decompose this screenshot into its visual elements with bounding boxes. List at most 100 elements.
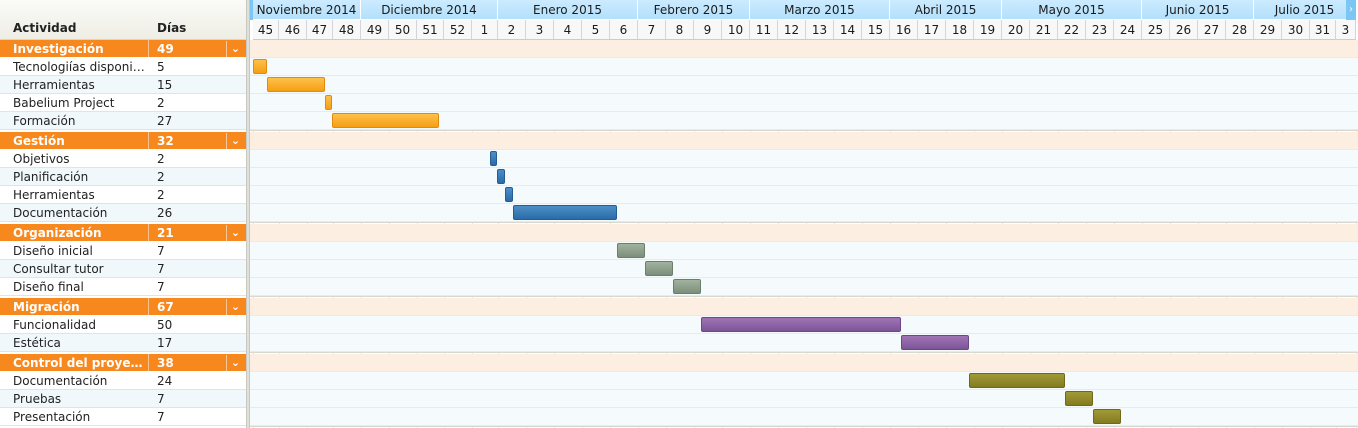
task-row[interactable]: Estética 17	[0, 334, 246, 352]
task-row[interactable]: Formación 27	[0, 112, 246, 130]
task-days: 7	[157, 410, 165, 424]
week-header-cell: 31	[1310, 20, 1336, 40]
task-name: Objetivos	[13, 152, 70, 166]
week-header-cell: 30	[1282, 20, 1310, 40]
task-row[interactable]: Objetivos 2	[0, 150, 246, 168]
gantt-bar[interactable]	[1093, 409, 1121, 424]
week-header-cell: 48	[333, 20, 361, 40]
task-row[interactable]: Documentación 26	[0, 204, 246, 222]
task-row[interactable]: Babelium Project 2	[0, 94, 246, 112]
gantt-bar[interactable]	[645, 261, 673, 276]
month-header-cell: Noviembre 2014	[253, 0, 361, 20]
week-header-cell: 7	[638, 20, 666, 40]
task-days: 17	[157, 336, 173, 350]
task-row[interactable]: Diseño inicial 7	[0, 242, 246, 260]
gantt-bar[interactable]	[505, 187, 514, 202]
task-timeline-row	[250, 242, 1358, 260]
panel-splitter[interactable]	[246, 0, 250, 428]
task-name: Diseño inicial	[13, 244, 93, 258]
task-name: Formación	[13, 114, 76, 128]
gantt-bar[interactable]	[496, 169, 505, 184]
group-name: Gestión	[13, 134, 65, 148]
chevron-down-icon[interactable]: ⌄	[226, 133, 244, 149]
task-name: Consultar tutor	[13, 262, 104, 276]
chevron-down-icon[interactable]: ⌄	[226, 41, 244, 57]
timeline-next-icon[interactable]: ›	[1346, 0, 1356, 20]
chevron-down-icon[interactable]: ⌄	[226, 355, 244, 371]
task-row[interactable]: Pruebas 7	[0, 390, 246, 408]
task-days: 27	[157, 114, 173, 128]
task-row[interactable]: Funcionalidad 50	[0, 316, 246, 334]
task-group-row[interactable]: Investigación 49 ⌄	[0, 40, 246, 58]
task-days: 2	[157, 188, 165, 202]
week-header-cell: 24	[1114, 20, 1142, 40]
task-list-panel: Actividad Días Investigación 49 ⌄ Tecnologi…	[0, 0, 246, 428]
group-separator	[250, 426, 1358, 427]
task-row[interactable]: Diseño final 7	[0, 278, 246, 296]
task-row[interactable]: Tecnologiías disponibles 5	[0, 58, 246, 76]
gantt-bar[interactable]	[701, 317, 901, 332]
week-header-cell: 13	[806, 20, 834, 40]
week-header-cell: 27	[1198, 20, 1226, 40]
task-timeline-row	[250, 390, 1358, 408]
chevron-down-icon[interactable]: ⌄	[226, 225, 244, 241]
column-divider	[148, 40, 149, 57]
week-header-cell: 26	[1170, 20, 1198, 40]
task-name: Herramientas	[13, 78, 95, 92]
task-timeline-row	[250, 94, 1358, 112]
group-timeline-row	[250, 132, 1358, 150]
gantt-bar[interactable]	[1065, 391, 1093, 406]
days-column-header[interactable]: Días	[157, 21, 187, 35]
task-row[interactable]: Herramientas 15	[0, 76, 246, 94]
group-timeline-row	[250, 354, 1358, 372]
task-group-row[interactable]: Control del proyecto 38 ⌄	[0, 354, 246, 372]
week-header-cell: 12	[778, 20, 806, 40]
task-row[interactable]: Consultar tutor 7	[0, 260, 246, 278]
task-group-row[interactable]: Gestión 32 ⌄	[0, 132, 246, 150]
gantt-bar[interactable]	[331, 113, 440, 128]
group-days: 38	[157, 356, 174, 370]
gantt-bar[interactable]	[900, 335, 969, 350]
week-header-cell: 8	[666, 20, 694, 40]
activity-column-header[interactable]: Actividad	[13, 21, 77, 35]
week-header-cell: 20	[1002, 20, 1030, 40]
month-header-cell: Diciembre 2014	[361, 0, 498, 20]
task-days: 2	[157, 170, 165, 184]
task-name: Documentación	[13, 374, 108, 388]
month-header-cell: Enero 2015	[498, 0, 638, 20]
gantt-bar[interactable]	[267, 77, 325, 92]
task-row[interactable]: Planificación 2	[0, 168, 246, 186]
week-header-cell: 16	[890, 20, 918, 40]
task-group-row[interactable]: Migración 67 ⌄	[0, 298, 246, 316]
task-days: 5	[157, 60, 165, 74]
task-row[interactable]: Presentación 7	[0, 408, 246, 426]
gantt-bar[interactable]	[673, 279, 701, 294]
task-name: Babelium Project	[13, 96, 115, 110]
task-row[interactable]: Documentación 24	[0, 372, 246, 390]
column-divider	[148, 132, 149, 149]
gantt-bar[interactable]	[324, 95, 332, 110]
month-header-cell: Mayo 2015	[1002, 0, 1142, 20]
gantt-bar[interactable]	[617, 243, 645, 258]
week-header-cell: 3	[526, 20, 554, 40]
task-name: Diseño final	[13, 280, 84, 294]
week-header-cell: 1	[472, 20, 498, 40]
group-days: 49	[157, 42, 174, 56]
week-header-cell: 14	[834, 20, 862, 40]
gantt-bar[interactable]	[968, 373, 1065, 388]
task-days: 7	[157, 392, 165, 406]
group-separator	[250, 130, 1358, 131]
week-header-cell: 45	[253, 20, 279, 40]
chevron-down-icon[interactable]: ⌄	[226, 299, 244, 315]
task-timeline-row	[250, 408, 1358, 426]
gantt-bar[interactable]	[253, 59, 268, 74]
gantt-bar[interactable]	[513, 205, 617, 220]
group-timeline-row	[250, 224, 1358, 242]
task-group-row[interactable]: Organización 21 ⌄	[0, 224, 246, 242]
task-timeline-row	[250, 334, 1358, 352]
gantt-bar[interactable]	[489, 151, 497, 166]
week-header-cell: 17	[918, 20, 946, 40]
week-header-cell: 11	[750, 20, 778, 40]
task-row[interactable]: Herramientas 2	[0, 186, 246, 204]
